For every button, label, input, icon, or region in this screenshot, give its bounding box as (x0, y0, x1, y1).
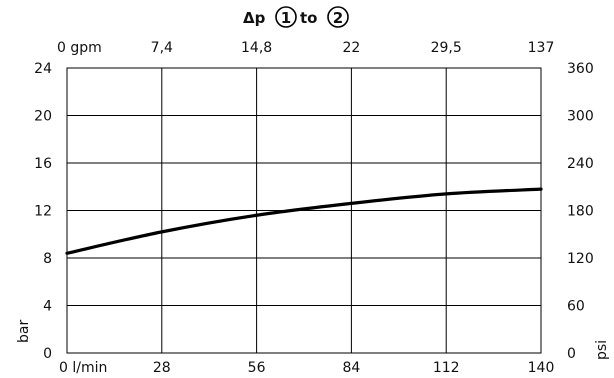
title-circle-1 (275, 6, 297, 28)
series-line (65, 187, 543, 255)
title-marker-1: 1 (281, 9, 291, 27)
y-left-tick-label: 0 (43, 346, 52, 362)
y-left-tick-label: 8 (43, 251, 52, 267)
chart-title: Δp 1 to 2 (243, 6, 349, 28)
y-right-tick-label: 180 (567, 204, 594, 220)
y-right-tick-label: 300 (567, 109, 594, 125)
x-top-tick-label: 137 (528, 40, 555, 56)
x-top-tick-label: 14,8 (241, 40, 272, 56)
x-bottom-tick-label: 112 (433, 360, 460, 376)
series-layer (65, 187, 543, 255)
x-top-tick-label: 7,4 (151, 40, 173, 56)
x-bottom-tick-label: 56 (248, 360, 266, 376)
x-bottom-tick-label: 140 (528, 360, 555, 376)
y-right-tick-label: 360 (567, 61, 594, 77)
plot-grid (66, 67, 542, 354)
y-left-tick-label: 20 (34, 109, 52, 125)
y-left-tick-label: 12 (34, 204, 52, 220)
x-top-tick-label: 29,5 (431, 40, 462, 56)
title-marker-2: 2 (333, 9, 343, 27)
x-top-tick-label: 22 (342, 40, 360, 56)
title-connector: to (300, 9, 317, 27)
y-left-axis-label: bar (16, 320, 32, 343)
x-top-tick-label: 0 gpm (57, 40, 102, 56)
y-right-tick-label: 0 (567, 346, 576, 362)
y-right-axis-label: psi (594, 340, 610, 360)
x-bottom-tick-label: 84 (342, 360, 360, 376)
title-circle-2 (327, 6, 349, 28)
y-right-tick-label: 240 (567, 156, 594, 172)
y-left-tick-label: 4 (43, 299, 52, 315)
y-left-tick-label: 24 (34, 61, 52, 77)
x-bottom-tick-label: 28 (153, 360, 171, 376)
y-left-tick-label: 16 (34, 156, 52, 172)
x-bottom-tick-label: 0 l/min (59, 360, 107, 376)
y-right-tick-label: 120 (567, 251, 594, 267)
chart-title-text: Δp (243, 9, 266, 27)
y-right-tick-label: 60 (567, 299, 585, 315)
